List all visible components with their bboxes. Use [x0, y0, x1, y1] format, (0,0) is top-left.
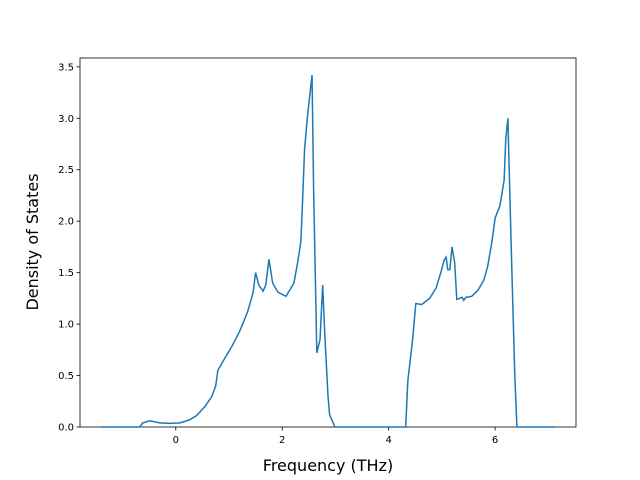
- data-line: [101, 74, 555, 428]
- y-tick-label: 1.5: [58, 268, 74, 279]
- x-tick-label: 2: [279, 435, 285, 446]
- y-tick-label: 0.0: [58, 423, 74, 434]
- x-axis-label: Frequency (THz): [263, 456, 393, 475]
- x-tick-label: 4: [385, 435, 391, 446]
- y-tick-label: 2.0: [58, 217, 74, 228]
- y-tick-label: 3.0: [58, 114, 74, 125]
- x-tick-label: 0: [173, 435, 179, 446]
- plot-frame: [79, 57, 577, 428]
- y-tick-label: 0.5: [58, 371, 74, 382]
- x-tick-label: 6: [492, 435, 498, 446]
- y-tick-label: 2.5: [58, 165, 74, 176]
- y-axis-label: Density of States: [23, 173, 42, 310]
- y-tick-label: 1.0: [58, 320, 74, 331]
- y-tick-label: 3.5: [58, 62, 74, 73]
